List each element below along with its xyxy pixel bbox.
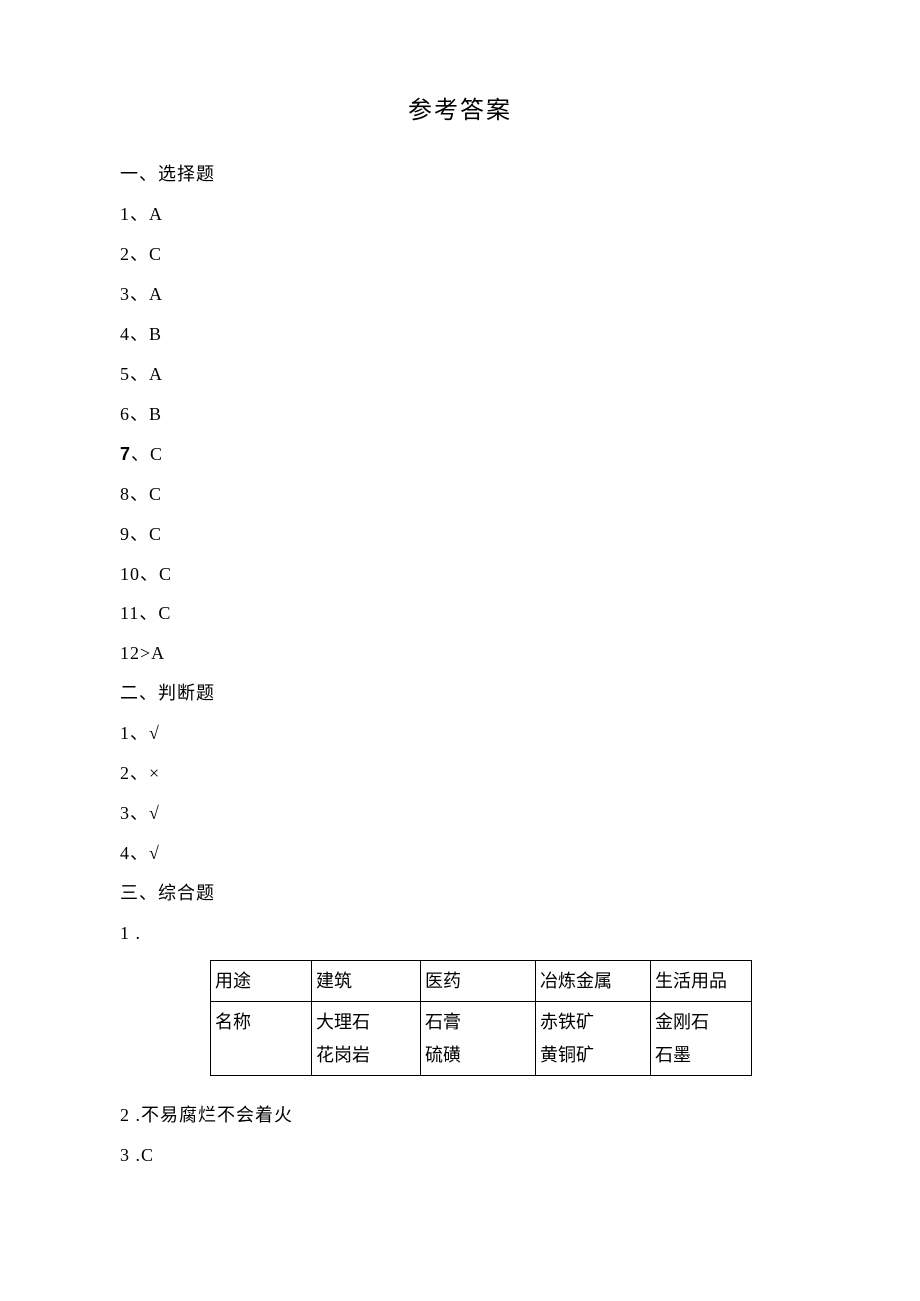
- mc-answer-8: 8、C: [120, 475, 800, 515]
- mc-answer-6: 6、B: [120, 395, 800, 435]
- mc-answer-11: 11、C: [120, 594, 800, 634]
- mc-answer-1: 1、A: [120, 195, 800, 235]
- table-cell: 名称: [211, 1002, 312, 1076]
- table-cell: 医药: [421, 961, 536, 1002]
- table-row: 用途 建筑 医药 冶炼金属 生活用品: [211, 961, 752, 1002]
- tf-answer-2: 2、×: [120, 754, 800, 794]
- table-row: 名称 大理石花岗岩 石膏硫磺 赤铁矿黄铜矿 金刚石石墨: [211, 1002, 752, 1076]
- mc-answer-10: 10、C: [120, 555, 800, 595]
- comp-q1-table: 用途 建筑 医药 冶炼金属 生活用品 名称 大理石花岗岩 石膏硫磺 赤铁矿黄铜矿…: [210, 960, 752, 1076]
- section3-heading: 三、综合题: [120, 874, 800, 914]
- mc-answer-9: 9、C: [120, 515, 800, 555]
- table-cell: 建筑: [312, 961, 421, 1002]
- table-cell: 石膏硫磺: [421, 1002, 536, 1076]
- table-cell: 大理石花岗岩: [312, 1002, 421, 1076]
- comp-q1-label: 1 .: [120, 914, 800, 954]
- table-cell: 金刚石石墨: [651, 1002, 752, 1076]
- mc-answer-2: 2、C: [120, 235, 800, 275]
- mc-answer-5: 5、A: [120, 355, 800, 395]
- section2-heading: 二、判断题: [120, 674, 800, 714]
- mc-answer-7-rest: 、C: [131, 444, 163, 464]
- page-title: 参考答案: [120, 90, 800, 125]
- mc-answer-7: 7、C: [120, 435, 800, 475]
- comp-q3: 3 .C: [120, 1136, 800, 1176]
- mc-answer-7-num: 7: [120, 444, 131, 464]
- tf-answer-3: 3、√: [120, 794, 800, 834]
- section1-heading: 一、选择题: [120, 155, 800, 195]
- table-cell: 用途: [211, 961, 312, 1002]
- mc-answer-4: 4、B: [120, 315, 800, 355]
- tf-answer-1: 1、√: [120, 714, 800, 754]
- table-cell: 生活用品: [651, 961, 752, 1002]
- tf-answer-4: 4、√: [120, 834, 800, 874]
- table-cell: 冶炼金属: [536, 961, 651, 1002]
- table-cell: 赤铁矿黄铜矿: [536, 1002, 651, 1076]
- comp-q1-table-wrap: 用途 建筑 医药 冶炼金属 生活用品 名称 大理石花岗岩 石膏硫磺 赤铁矿黄铜矿…: [210, 960, 800, 1076]
- page: 参考答案 一、选择题 1、A 2、C 3、A 4、B 5、A 6、B 7、C 8…: [0, 0, 920, 1301]
- mc-answer-3: 3、A: [120, 275, 800, 315]
- mc-answer-12: 12>A: [120, 634, 800, 674]
- comp-q2: 2 .不易腐烂不会着火: [120, 1096, 800, 1136]
